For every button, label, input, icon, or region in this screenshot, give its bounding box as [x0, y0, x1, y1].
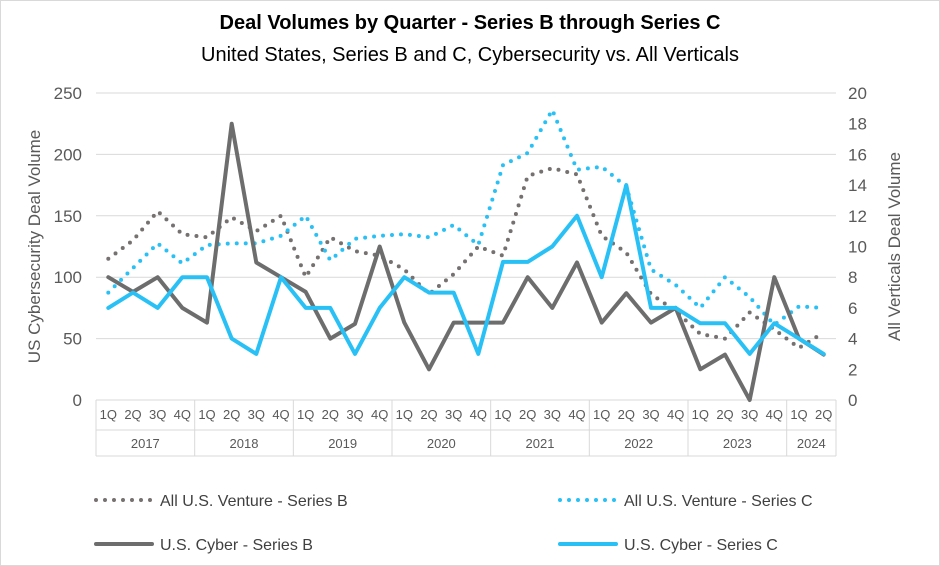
y-tick-label: 150	[54, 207, 82, 226]
y2-tick-label: 10	[848, 238, 867, 257]
y-tick-label: 0	[73, 391, 82, 410]
quarter-tick-label: 2Q	[223, 407, 240, 422]
quarter-tick-label: 3Q	[642, 407, 659, 422]
y-tick-label: 50	[63, 330, 82, 349]
quarter-tick-label: 4Q	[371, 407, 388, 422]
legend-label: All U.S. Venture - Series C	[624, 493, 813, 510]
y2-tick-label: 20	[848, 84, 867, 103]
quarter-tick-label: 3Q	[149, 407, 166, 422]
y2-tick-label: 16	[848, 145, 867, 164]
quarter-tick-label: 2Q	[716, 407, 733, 422]
quarter-tick-label: 1Q	[297, 407, 314, 422]
y2-tick-label: 6	[848, 299, 857, 318]
chart-subtitle: United States, Series B and C, Cybersecu…	[201, 44, 739, 66]
y-tick-label: 100	[54, 268, 82, 287]
year-tick-label: 2021	[526, 436, 555, 451]
quarter-tick-label: 2Q	[618, 407, 635, 422]
year-tick-label: 2018	[230, 436, 259, 451]
quarter-tick-label: 4Q	[272, 407, 289, 422]
quarter-tick-label: 3Q	[741, 407, 758, 422]
quarter-tick-label: 2Q	[420, 407, 437, 422]
quarter-tick-label: 1Q	[692, 407, 709, 422]
quarter-tick-label: 1Q	[100, 407, 117, 422]
quarter-tick-label: 2Q	[519, 407, 536, 422]
y2-tick-label: 14	[848, 176, 867, 195]
chart-title: Deal Volumes by Quarter - Series B throu…	[219, 12, 721, 34]
y-tick-label: 250	[54, 84, 82, 103]
legend-label: U.S. Cyber - Series C	[624, 537, 778, 554]
y-axis-label: US Cybersecurity Deal Volume	[25, 130, 44, 363]
quarter-tick-label: 1Q	[593, 407, 610, 422]
year-tick-label: 2019	[328, 436, 357, 451]
year-tick-label: 2017	[131, 436, 160, 451]
y2-axis-label: All Verticals Deal Volume	[885, 152, 904, 341]
legend-label: U.S. Cyber - Series B	[160, 537, 313, 554]
y2-tick-label: 12	[848, 207, 867, 226]
year-tick-label: 2023	[723, 436, 752, 451]
series-line-all-u-s-venture-series-c	[106, 107, 826, 327]
year-tick-label: 2020	[427, 436, 456, 451]
y2-tick-label: 2	[848, 360, 857, 379]
quarter-tick-label: 4Q	[470, 407, 487, 422]
quarter-tick-label: 3Q	[544, 407, 561, 422]
series-line-all-u-s-venture-series-b	[106, 166, 826, 350]
y2-tick-label: 0	[848, 391, 857, 410]
quarter-tick-label: 3Q	[346, 407, 363, 422]
quarter-tick-label: 2Q	[815, 407, 832, 422]
year-tick-label: 2022	[624, 436, 653, 451]
quarter-tick-label: 3Q	[445, 407, 462, 422]
y2-tick-label: 4	[848, 330, 857, 349]
year-tick-label: 2024	[797, 436, 826, 451]
quarter-tick-label: 4Q	[568, 407, 585, 422]
quarter-tick-label: 4Q	[174, 407, 191, 422]
quarter-tick-label: 2Q	[124, 407, 141, 422]
quarter-tick-label: 1Q	[494, 407, 511, 422]
quarter-tick-label: 4Q	[766, 407, 783, 422]
y-tick-label: 200	[54, 145, 82, 164]
legend-label: All U.S. Venture - Series B	[160, 493, 348, 510]
quarter-tick-label: 3Q	[248, 407, 265, 422]
series-line-u-s-cyber-series-c	[106, 183, 826, 356]
quarter-tick-label: 1Q	[790, 407, 807, 422]
quarter-tick-label: 2Q	[322, 407, 339, 422]
y2-tick-label: 18	[848, 115, 867, 134]
quarter-tick-label: 4Q	[667, 407, 684, 422]
y2-tick-label: 8	[848, 268, 857, 287]
quarter-tick-label: 1Q	[396, 407, 413, 422]
quarter-tick-label: 1Q	[198, 407, 215, 422]
